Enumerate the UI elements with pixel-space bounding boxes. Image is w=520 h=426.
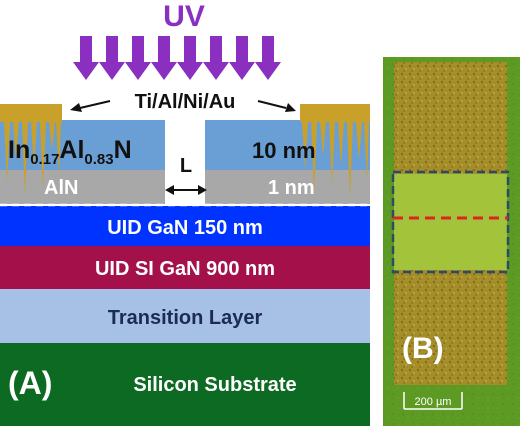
layer-silicon-substrate	[0, 343, 370, 426]
panel-b-label: (B)	[402, 332, 444, 365]
panel-a: UID GaN 150 nm UID SI GaN 900 nm Transit…	[0, 0, 370, 426]
layer-label-transition: Transition Layer	[108, 307, 263, 329]
channel-region	[394, 174, 507, 270]
layer-label-uid-gan-150: UID GaN 150 nm	[107, 217, 263, 239]
spacer-left	[0, 170, 165, 204]
barrier-thickness-label: 10 nm	[252, 138, 316, 163]
gap-length-label: L	[180, 155, 192, 177]
layer-transition	[0, 289, 370, 343]
pad-bottom	[394, 270, 507, 385]
spacer-label: AlN	[44, 177, 78, 199]
barrier-label: In0.17Al0.83N	[8, 136, 132, 168]
scale-bar	[401, 391, 465, 411]
contact-arrows	[70, 100, 296, 112]
uv-arrows	[73, 36, 281, 80]
contact-label: Ti/Al/Ni/Au	[135, 91, 236, 113]
scale-bar-label: 200 µm	[415, 396, 452, 408]
layer-label-uid-si-gan-900: UID SI GaN 900 nm	[95, 258, 275, 280]
gap-arrow	[165, 185, 207, 195]
spacer-thickness-label: 1 nm	[268, 177, 315, 199]
pad-top	[394, 62, 507, 174]
channel-outline	[391, 170, 510, 274]
layer-uid-gan-150	[0, 206, 370, 246]
contact-left	[0, 104, 62, 195]
panel-a-label: (A)	[8, 365, 52, 401]
layer-label-silicon-substrate: Silicon Substrate	[133, 374, 296, 396]
uv-label: UV	[163, 0, 205, 33]
contact-right	[300, 104, 370, 198]
layer-uid-si-gan-900	[0, 246, 370, 289]
spacer-right	[205, 170, 370, 204]
panel-b: (B) 200 µm	[383, 57, 520, 426]
